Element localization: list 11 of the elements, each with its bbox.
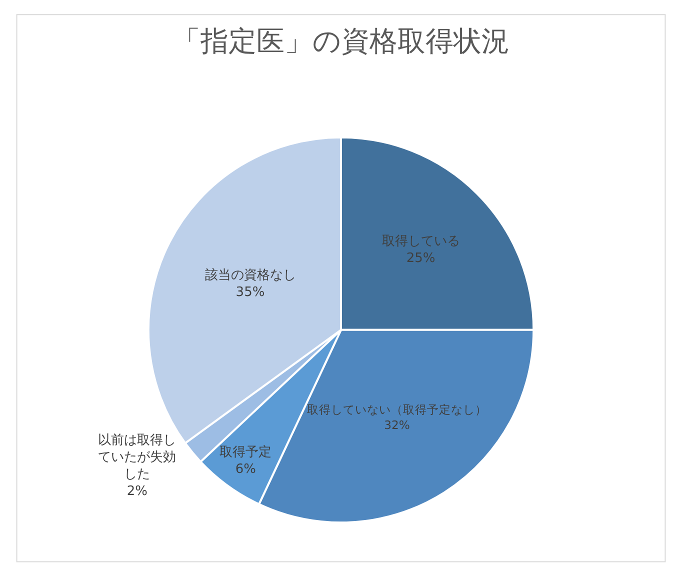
slice-label: 取得している: [382, 234, 460, 250]
slice-label: 取得していない（取得予定なし）: [306, 402, 487, 417]
data-label: 32%: [384, 418, 410, 432]
data-label: 6%: [235, 462, 256, 478]
chart-title: 「指定医」の資格取得状況: [172, 24, 510, 58]
slice-label: 以前は取得していたが失効した: [98, 433, 176, 482]
slice-label: 取得予定: [220, 445, 272, 460]
data-label: 25%: [406, 251, 436, 266]
data-label: 2%: [126, 484, 148, 499]
data-label: 35%: [236, 285, 265, 300]
slice-label: 該当の資格なし: [204, 267, 296, 284]
